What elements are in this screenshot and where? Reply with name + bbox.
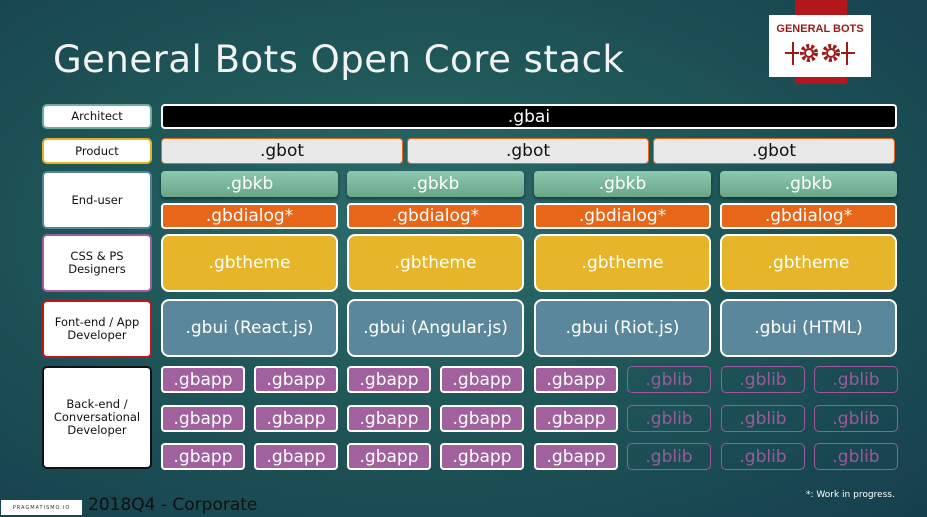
gbdialog-block: .gbdialog* (347, 203, 524, 229)
gbot-block: .gbot (653, 138, 895, 164)
gbapp-block: .gbapp (534, 443, 618, 470)
gbapp-block: .gbapp (440, 366, 524, 393)
gbdialog-block: .gbdialog* (720, 203, 897, 229)
gbapp-block: .gbapp (161, 366, 245, 393)
gblib-block: .gblib (627, 366, 711, 393)
gbapp-block: .gbapp (347, 443, 431, 470)
role-label: Font-end / App Developer (42, 300, 152, 358)
role-label: Architect (42, 104, 152, 129)
role-label: End-user (42, 171, 152, 229)
gbui-block: .gbui (Angular.js) (347, 299, 524, 357)
pragmatismo-logo: PRAGMATISMO.IO (1, 500, 82, 515)
gbkb-block: .gbkb (720, 171, 897, 197)
gbtheme-block: .gbtheme (161, 234, 338, 292)
gbapp-block: .gbapp (254, 405, 338, 432)
gbkb-block: .gbkb (534, 171, 711, 197)
gblib-block: .gblib (627, 443, 711, 470)
gbai-block: .gbai (161, 104, 897, 129)
gblib-block: .gblib (627, 405, 711, 432)
gbapp-block: .gbapp (347, 405, 431, 432)
gbapp-block: .gbapp (161, 405, 245, 432)
general-bots-logo: GENERAL BOTS (769, 15, 871, 77)
gbapp-block: .gbapp (534, 366, 618, 393)
gbapp-block: .gbapp (440, 405, 524, 432)
role-label: CSS & PS Designers (42, 234, 152, 292)
gbkb-block: .gbkb (347, 171, 524, 197)
role-label: Back-end / Conversational Developer (42, 366, 152, 469)
slide-title: General Bots Open Core stack (53, 38, 625, 81)
gblib-block: .gblib (721, 443, 805, 470)
svg-text:GENERAL BOTS: GENERAL BOTS (776, 23, 863, 35)
gbapp-block: .gbapp (440, 443, 524, 470)
gbui-block: .gbui (HTML) (720, 299, 897, 357)
role-label: Product (42, 138, 152, 164)
gbot-block: .gbot (407, 138, 649, 164)
gbui-block: .gbui (Riot.js) (534, 299, 711, 357)
gbdialog-block: .gbdialog* (534, 203, 711, 229)
gblib-block: .gblib (814, 366, 898, 393)
gbapp-block: .gbapp (254, 443, 338, 470)
footer-period: 2018Q4 - Corporate (88, 495, 258, 515)
gbapp-block: .gbapp (161, 443, 245, 470)
gbdialog-block: .gbdialog* (161, 203, 338, 229)
gbtheme-block: .gbtheme (534, 234, 711, 292)
gbapp-block: .gbapp (347, 366, 431, 393)
gblib-block: .gblib (721, 405, 805, 432)
gblib-block: .gblib (721, 366, 805, 393)
gblib-block: .gblib (814, 443, 898, 470)
gbtheme-block: .gbtheme (347, 234, 524, 292)
gbapp-block: .gbapp (254, 366, 338, 393)
gbapp-block: .gbapp (534, 405, 618, 432)
gbot-block: .gbot (161, 138, 403, 164)
footnote: *: Work in progress. (806, 490, 895, 500)
gbui-block: .gbui (React.js) (161, 299, 338, 357)
gbkb-block: .gbkb (161, 171, 338, 197)
gblib-block: .gblib (814, 405, 898, 432)
gbtheme-block: .gbtheme (720, 234, 897, 292)
